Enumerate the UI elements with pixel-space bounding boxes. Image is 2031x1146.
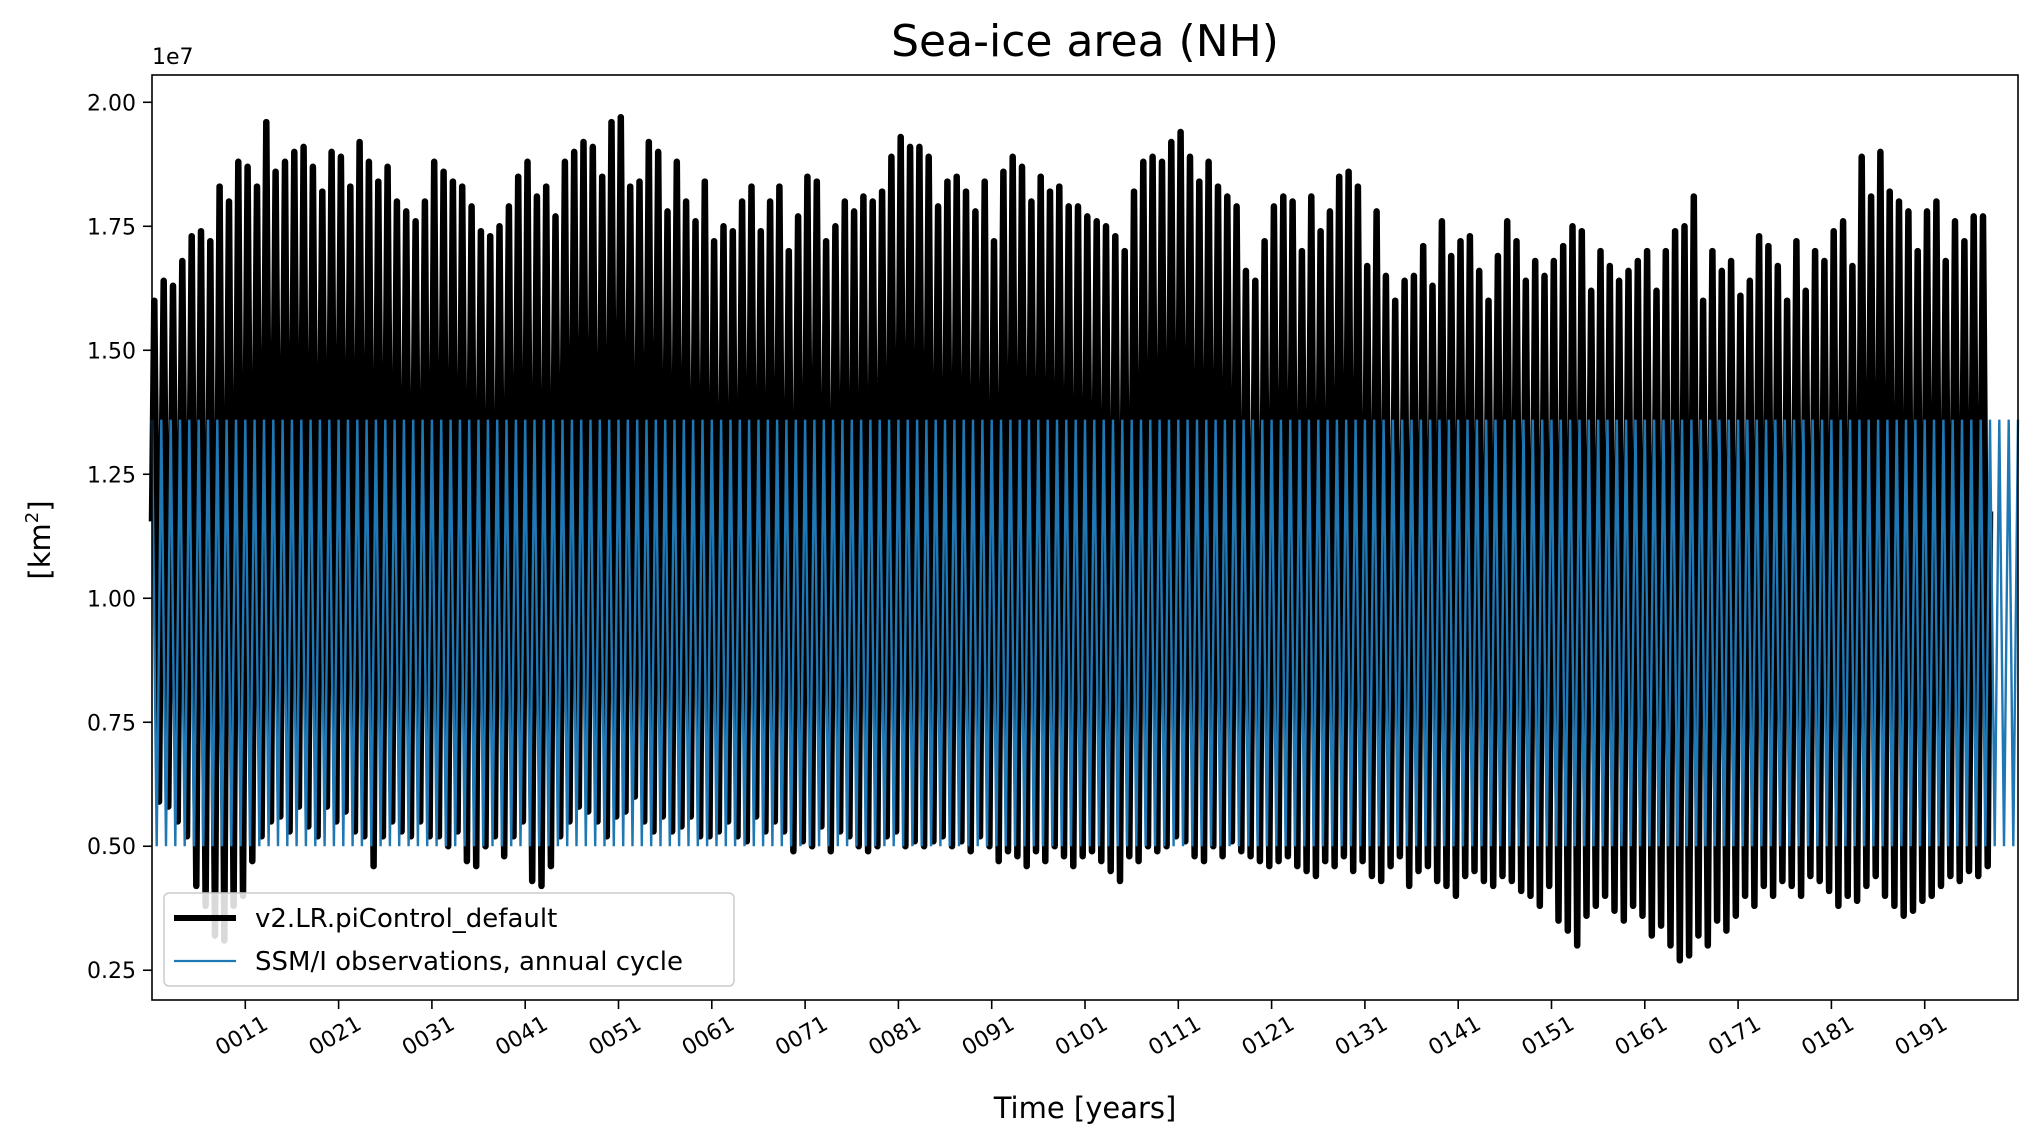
series-line-model [148,113,1994,964]
x-tick-label: 0181 [1798,1012,1859,1062]
x-tick-label: 0031 [398,1012,459,1062]
x-tick-label: 0051 [585,1012,646,1062]
legend-label-observations: SSM/I observations, annual cycle [255,947,683,977]
x-tick-label: 0071 [771,1012,832,1062]
x-tick-label: 0061 [678,1012,739,1062]
y-axis-label-close: ] [23,500,57,511]
x-tick-label: 0111 [1145,1012,1206,1062]
chart-title: Sea-ice area (NH) [891,16,1279,67]
plot-data [148,113,2020,964]
y-tick-label: 1.00 [87,587,136,612]
y-axis-ticks: 0.25 0.50 0.75 1.00 1.25 1.50 1.75 2.00 [87,91,152,984]
x-tick-label: 0161 [1611,1012,1672,1062]
y-axis-label: [km2] [22,500,57,579]
x-tick-label: 0091 [958,1012,1019,1062]
legend-label-model: v2.LR.piControl_default [255,904,557,934]
legend: v2.LR.piControl_default SSM/I observatio… [163,892,735,987]
y-tick-label: 0.75 [87,711,136,736]
y-tick-label: 1.25 [87,463,136,488]
x-tick-label: 0121 [1238,1012,1299,1062]
x-axis-ticks: 0011 0021 0031 0041 0051 0061 0071 0081 0091 0101… [212,1000,1952,1061]
y-tick-label: 0.25 [87,959,136,984]
x-tick-label: 0021 [305,1012,366,1062]
x-tick-label: 0081 [865,1012,926,1062]
x-tick-label: 0101 [1051,1012,1112,1062]
x-tick-label: 0011 [212,1012,273,1062]
x-tick-label: 0041 [491,1012,552,1062]
y-tick-label: 2.00 [87,91,136,116]
x-axis-label: Time [years] [993,1091,1177,1125]
y-tick-label: 1.75 [87,215,136,240]
y-axis-label-superscript: 2 [22,512,43,523]
y-tick-label: 1.50 [87,339,136,364]
y-axis-label-base: [km [23,523,57,579]
x-tick-label: 0191 [1891,1012,1952,1062]
y-tick-label: 0.50 [87,835,136,860]
legend-box [163,892,735,987]
y-offset-label: 1e7 [152,45,194,70]
x-tick-label: 0131 [1331,1012,1392,1062]
series-line-observations [150,419,2020,847]
x-tick-label: 0171 [1704,1012,1765,1062]
x-tick-label: 0141 [1424,1012,1485,1062]
x-tick-label: 0151 [1518,1012,1579,1062]
